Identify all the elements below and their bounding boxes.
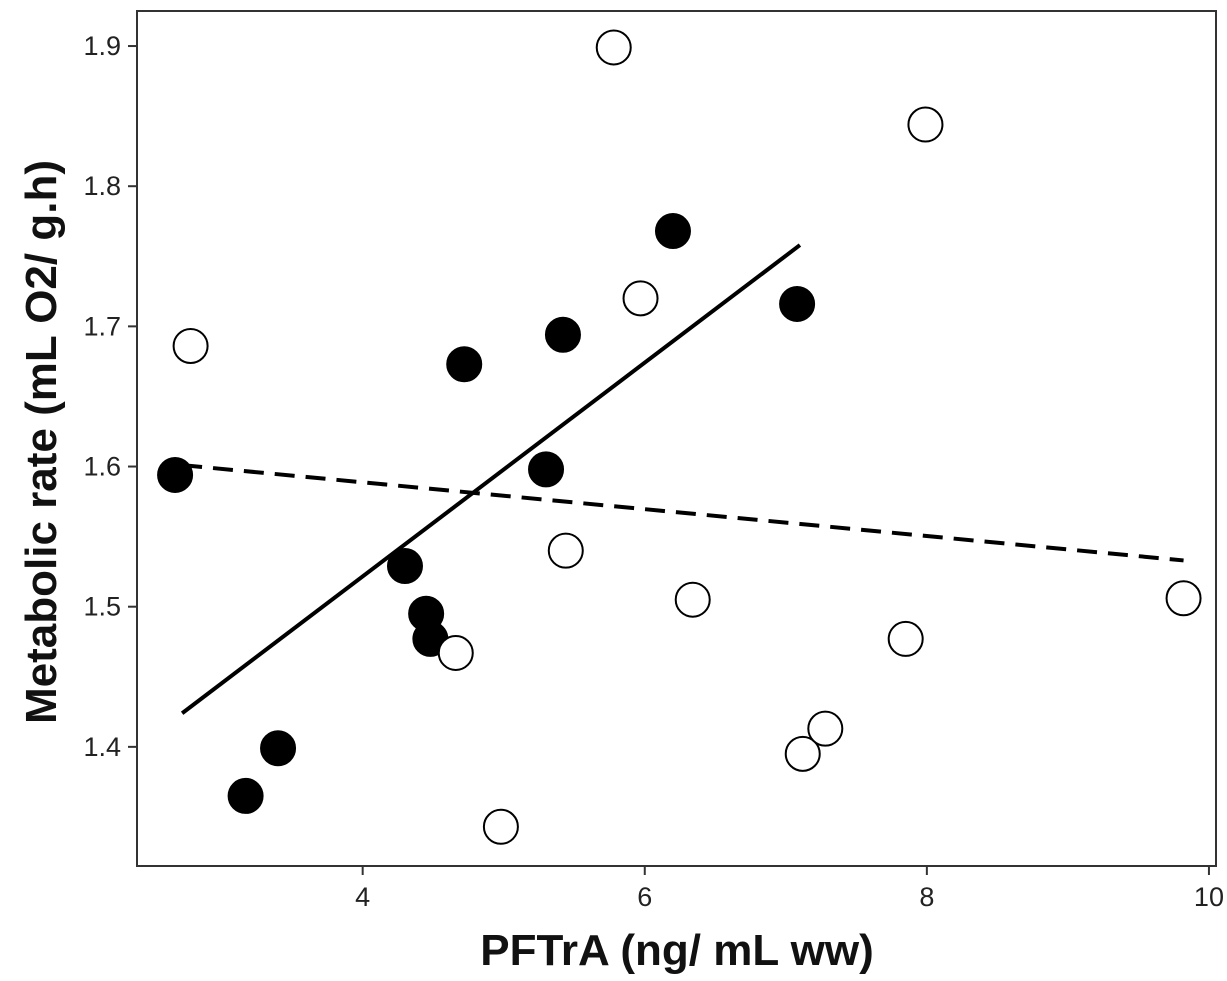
filled-data-point [779, 285, 816, 322]
filled-data-point [227, 777, 264, 814]
dashed-fit-line [181, 463, 1184, 563]
open-data-point [907, 106, 944, 143]
filled-data-point [386, 548, 423, 585]
plot-frame [136, 10, 1217, 867]
y-tick-label: 1.4 [83, 732, 121, 762]
x-axis-title: PFTrA (ng/ mL ww) [480, 926, 874, 975]
open-data-point [887, 620, 924, 657]
x-tick-label: 6 [637, 882, 652, 912]
y-tick-label: 1.7 [83, 311, 121, 341]
open-data-point [437, 634, 474, 671]
y-axis-title: Metabolic rate (mL O2/ g.h) [17, 160, 66, 724]
y-tick-label: 1.5 [83, 592, 121, 622]
open-data-point [807, 710, 844, 747]
x-tick-label: 10 [1194, 882, 1224, 912]
open-data-point [547, 532, 584, 569]
x-tick-label: 4 [355, 882, 370, 912]
y-tick-label: 1.8 [83, 171, 121, 201]
open-data-point [674, 581, 711, 618]
filled-data-point [260, 730, 297, 767]
plot-border [136, 10, 1217, 867]
fit-lines [180, 243, 1184, 715]
filled-data-point [654, 213, 691, 250]
axis-ticks: 4 6 8 10 1.4 1.5 1.6 1.7 1.8 1.9 [83, 31, 1224, 912]
open-data-point [595, 29, 632, 66]
x-tick-label: 8 [919, 882, 934, 912]
filled-data-point [157, 456, 194, 493]
open-data-point [482, 808, 519, 845]
open-data-point [172, 327, 209, 364]
open-data-point [784, 735, 821, 772]
y-tick-label: 1.9 [83, 31, 121, 61]
open-data-point [622, 280, 659, 317]
filled-data-point [544, 316, 581, 353]
data-points [157, 29, 1202, 845]
solid-fit-line [180, 243, 802, 715]
filled-data-point [528, 451, 565, 488]
y-tick-label: 1.6 [83, 452, 121, 482]
filled-data-point [446, 346, 483, 383]
open-data-point [1165, 580, 1202, 617]
